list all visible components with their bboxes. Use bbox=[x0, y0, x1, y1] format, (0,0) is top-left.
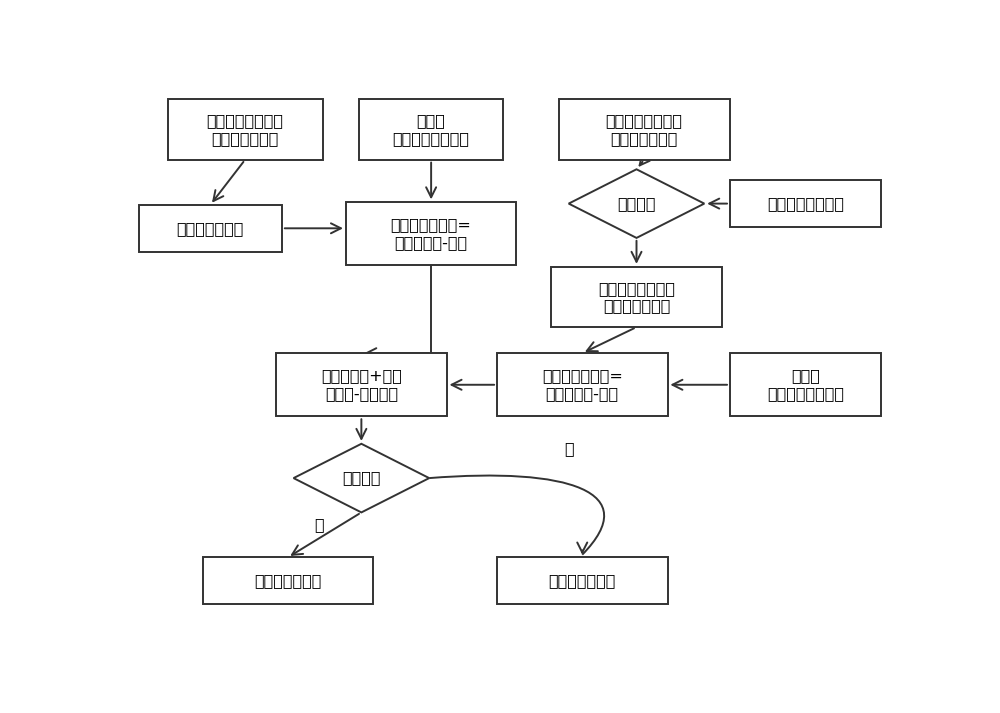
Text: 全省发电计划安排: 全省发电计划安排 bbox=[767, 196, 844, 211]
FancyBboxPatch shape bbox=[497, 353, 668, 416]
Text: 否: 否 bbox=[564, 441, 574, 456]
FancyBboxPatch shape bbox=[346, 202, 516, 265]
Text: 预期最小超排量: 预期最小超排量 bbox=[254, 573, 321, 588]
Text: 是否超标: 是否超标 bbox=[342, 471, 381, 486]
FancyBboxPatch shape bbox=[559, 99, 730, 160]
Text: 年内剩余时段机组
预期最小排放量: 年内剩余时段机组 预期最小排放量 bbox=[598, 281, 675, 313]
Text: 预期最大减排量: 预期最大减排量 bbox=[549, 573, 616, 588]
Text: 机组实际排放量: 机组实际排放量 bbox=[177, 221, 244, 236]
FancyBboxPatch shape bbox=[276, 353, 447, 416]
Text: 最优工况: 最优工况 bbox=[617, 196, 656, 211]
FancyBboxPatch shape bbox=[551, 267, 722, 327]
FancyBboxPatch shape bbox=[202, 558, 373, 604]
Text: 燃煤电厂污染物排
放在线监测系统: 燃煤电厂污染物排 放在线监测系统 bbox=[207, 113, 284, 145]
FancyBboxPatch shape bbox=[359, 99, 503, 160]
FancyBboxPatch shape bbox=[730, 353, 881, 416]
Text: 污染物
排放总量控制目标: 污染物 排放总量控制目标 bbox=[393, 113, 470, 145]
Text: 污染物
排放总量控制目标: 污染物 排放总量控制目标 bbox=[767, 369, 844, 401]
Text: 预期排放量偏差=
预期排放量-目标: 预期排放量偏差= 预期排放量-目标 bbox=[542, 369, 623, 401]
Text: 实际排放量偏差=
实际排放量-目标: 实际排放量偏差= 实际排放量-目标 bbox=[391, 217, 472, 250]
FancyBboxPatch shape bbox=[730, 180, 881, 227]
Text: 机组历史工况污染
物排放绩效寻优: 机组历史工况污染 物排放绩效寻优 bbox=[606, 113, 683, 145]
FancyBboxPatch shape bbox=[168, 99, 323, 160]
Text: 实际排放量+预期
排放量-控制目标: 实际排放量+预期 排放量-控制目标 bbox=[321, 369, 402, 401]
FancyBboxPatch shape bbox=[497, 558, 668, 604]
Polygon shape bbox=[569, 169, 704, 238]
FancyBboxPatch shape bbox=[139, 205, 282, 252]
Polygon shape bbox=[294, 443, 429, 513]
Text: 是: 是 bbox=[314, 517, 324, 532]
